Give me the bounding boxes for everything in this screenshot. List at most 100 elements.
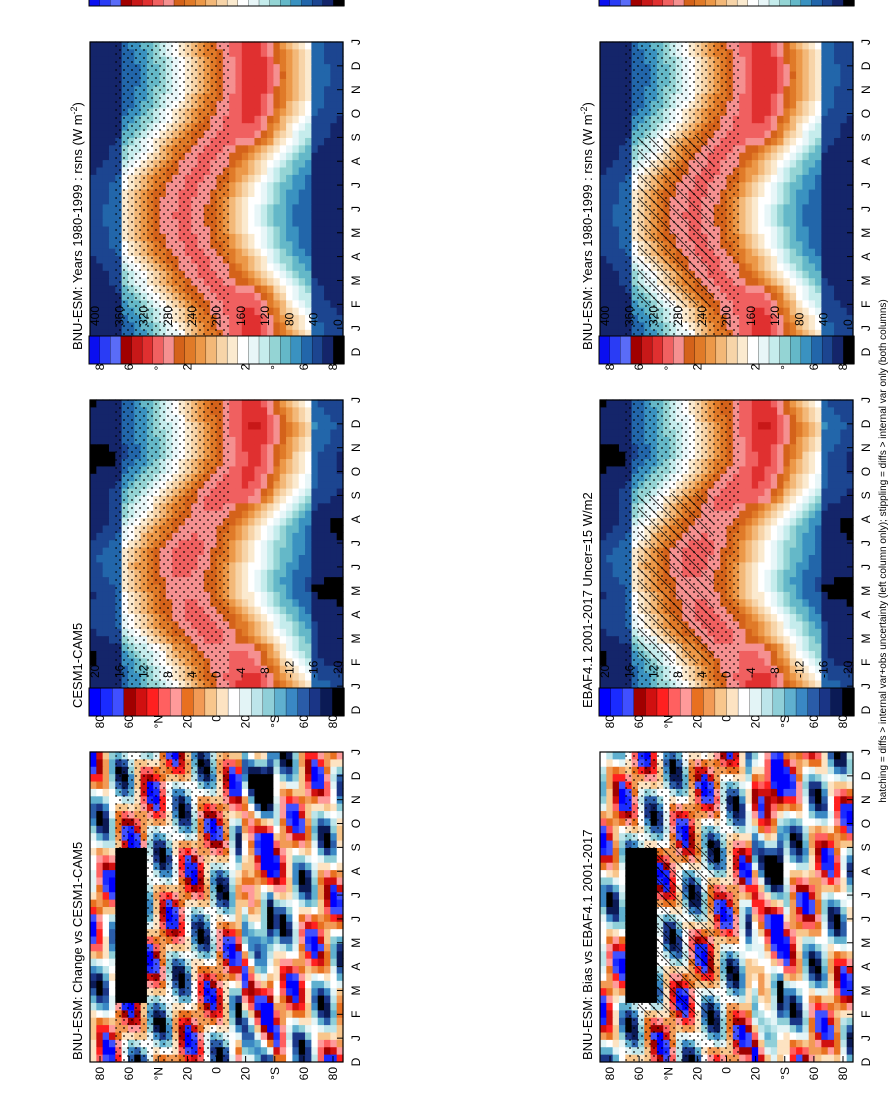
heat-cell (739, 399, 747, 408)
heat-cell (764, 884, 772, 893)
heat-cell (815, 650, 822, 659)
heat-cell (796, 321, 804, 330)
heat-cell (618, 591, 626, 600)
heat-cell (745, 958, 753, 967)
heat-cell (739, 642, 747, 651)
heat-cell (815, 628, 822, 637)
heat-cell (796, 635, 804, 644)
heat-cell (600, 1002, 607, 1011)
heat-cell (770, 277, 778, 286)
heat-cell (745, 913, 753, 922)
heat-cell (618, 174, 626, 183)
heat-cell (834, 211, 841, 220)
heat-cell (745, 825, 753, 834)
heat-cell (764, 1046, 772, 1055)
heat-cell (751, 240, 759, 249)
heat-cell (600, 495, 607, 504)
heat-cell (764, 532, 772, 541)
heat-cell (777, 943, 785, 952)
heat-cell (846, 1039, 854, 1048)
heat-cell (827, 443, 835, 452)
heat-cell (783, 144, 791, 153)
heat-cell (789, 672, 797, 681)
heat-cell (739, 1039, 747, 1048)
heat-cell (840, 972, 848, 981)
colorbar-swatch (843, 0, 855, 7)
heat-cell (739, 620, 747, 629)
heat-cell (846, 255, 854, 264)
heat-cell (802, 181, 810, 190)
heat-cell (764, 307, 772, 316)
heat-cell (600, 292, 607, 301)
heat-cell (777, 642, 785, 651)
heat-cell (770, 965, 778, 974)
heat-cell (739, 159, 747, 168)
heat-cell (739, 598, 747, 607)
heat-cell (802, 443, 810, 452)
heat-cell (777, 270, 785, 279)
heat-cell (612, 994, 620, 1003)
heat-cell (834, 817, 841, 826)
heat-cell (758, 240, 766, 249)
heat-cell (618, 665, 626, 674)
heat-cell (777, 913, 785, 922)
heat-cell (802, 657, 810, 666)
heat-cell (600, 1024, 607, 1033)
heat-cell (802, 1002, 810, 1011)
heat-cell (618, 547, 626, 555)
heat-cell (745, 547, 753, 555)
heat-cell (815, 502, 822, 511)
heat-cell (827, 240, 835, 249)
lat-label: 20 (690, 715, 704, 729)
heat-cell (618, 196, 626, 205)
heat-cell (612, 41, 620, 50)
heat-cell (777, 657, 785, 666)
heat-cell (827, 181, 835, 190)
heat-cell (618, 48, 626, 57)
heat-cell (745, 211, 753, 220)
heat-cell (751, 795, 759, 804)
heat-cell (808, 620, 816, 629)
heat-cell (789, 943, 797, 952)
heat-cell (808, 144, 816, 153)
heat-cell (783, 1039, 791, 1048)
heat-cell (764, 943, 772, 952)
heat-cell (840, 465, 848, 474)
heat-cell (821, 406, 829, 415)
month-label: A (859, 611, 873, 619)
heat-cell (846, 48, 854, 57)
heat-cell (834, 620, 841, 629)
heat-cell (618, 635, 626, 644)
heat-cell (808, 532, 816, 541)
heat-cell (770, 628, 778, 637)
heat-cell (600, 862, 607, 871)
heat-cell (783, 987, 791, 996)
heat-cell (751, 569, 759, 578)
heat-cell (840, 1046, 848, 1055)
heat-cell (612, 1017, 620, 1026)
heat-cell (777, 166, 785, 175)
heat-cell (618, 987, 626, 996)
heat-cell (739, 233, 747, 242)
heat-cell (796, 524, 804, 533)
heat-cell (739, 972, 747, 981)
heat-cell (796, 642, 804, 651)
heat-cell (815, 583, 822, 592)
heat-cell (821, 115, 829, 124)
heat-cell (783, 1031, 791, 1040)
heat-cell (606, 78, 614, 87)
heat-cell (606, 85, 614, 94)
heat-cell (739, 189, 747, 197)
heat-cell (600, 63, 607, 72)
colorbar-swatch (662, 335, 675, 365)
heat-cell (783, 510, 791, 519)
heat-cell (618, 70, 626, 79)
lat-label: 20 (749, 715, 763, 729)
heat-cell (618, 436, 626, 445)
heat-cell (827, 270, 835, 279)
heat-cell (802, 994, 810, 1003)
heat-cell (808, 876, 816, 885)
heat-cell (777, 56, 785, 65)
heat-cell (606, 137, 614, 146)
heat-cell (739, 532, 747, 541)
